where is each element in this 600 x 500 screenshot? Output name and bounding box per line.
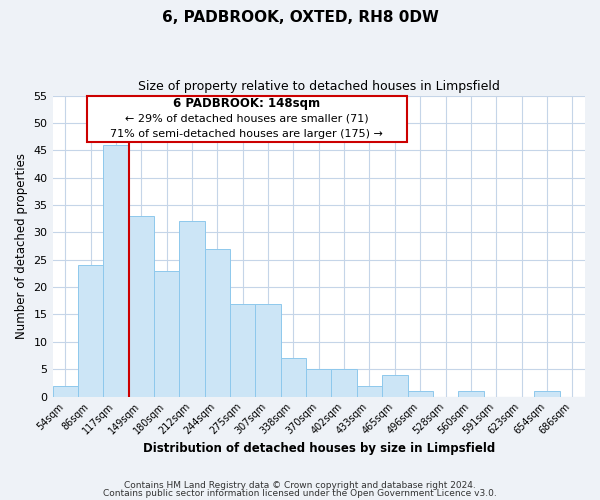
Bar [103, 145, 128, 397]
Bar [534, 391, 560, 396]
Bar [128, 216, 154, 396]
Bar [154, 270, 179, 396]
Bar [331, 369, 357, 396]
Bar [281, 358, 306, 397]
Bar [256, 304, 281, 396]
Text: 6 PADBROOK: 148sqm: 6 PADBROOK: 148sqm [173, 98, 320, 110]
Bar [306, 369, 331, 396]
Bar [458, 391, 484, 396]
Title: Size of property relative to detached houses in Limpsfield: Size of property relative to detached ho… [138, 80, 500, 93]
Bar [78, 265, 103, 396]
Text: 71% of semi-detached houses are larger (175) →: 71% of semi-detached houses are larger (… [110, 129, 383, 139]
Text: ← 29% of detached houses are smaller (71): ← 29% of detached houses are smaller (71… [125, 114, 369, 124]
Text: 6, PADBROOK, OXTED, RH8 0DW: 6, PADBROOK, OXTED, RH8 0DW [161, 10, 439, 25]
Text: Contains HM Land Registry data © Crown copyright and database right 2024.: Contains HM Land Registry data © Crown c… [124, 480, 476, 490]
X-axis label: Distribution of detached houses by size in Limpsfield: Distribution of detached houses by size … [143, 442, 495, 455]
Bar [230, 304, 256, 396]
Bar [179, 222, 205, 396]
Y-axis label: Number of detached properties: Number of detached properties [15, 153, 28, 339]
Text: Contains public sector information licensed under the Open Government Licence v3: Contains public sector information licen… [103, 489, 497, 498]
FancyBboxPatch shape [87, 96, 407, 142]
Bar [382, 374, 407, 396]
Bar [357, 386, 382, 396]
Bar [53, 386, 78, 396]
Bar [407, 391, 433, 396]
Bar [205, 249, 230, 396]
